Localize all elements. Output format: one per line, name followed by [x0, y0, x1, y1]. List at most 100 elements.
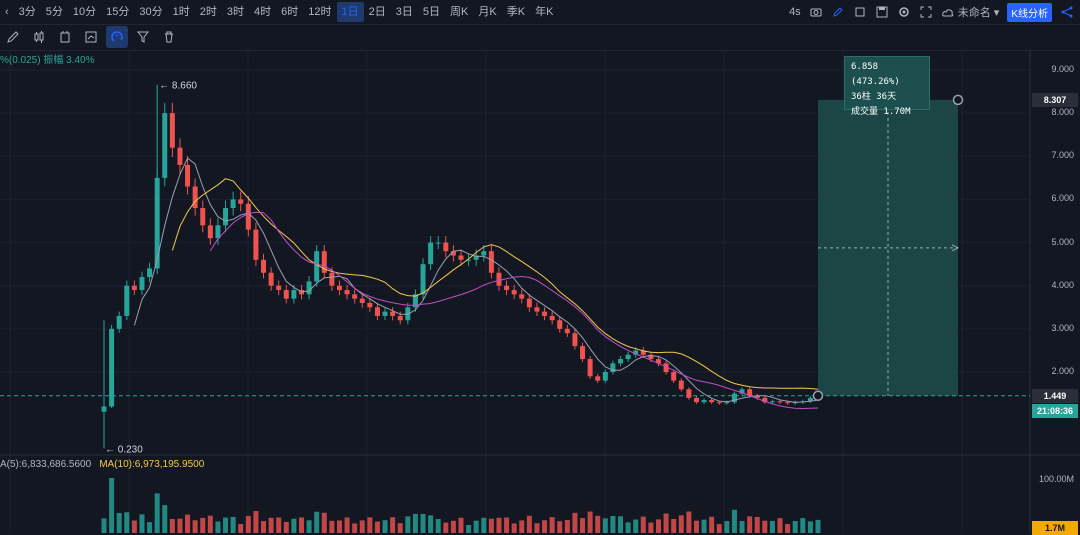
- candle-body: [321, 251, 327, 273]
- timeframe-3[interactable]: 15分: [106, 6, 130, 18]
- volume-bar: [374, 521, 380, 533]
- volume-bar: [587, 511, 593, 533]
- volume-bar: [336, 520, 342, 533]
- volume-bar: [762, 520, 768, 533]
- price-chart[interactable]: ← 8.660 ← 0.230: [0, 50, 1080, 533]
- volume-bar: [230, 516, 236, 533]
- candle-body: [640, 350, 646, 355]
- timeframe-16[interactable]: 月K: [478, 6, 497, 18]
- volume-bar: [109, 478, 115, 533]
- timeframe-14[interactable]: 5日: [422, 6, 441, 18]
- candle-body: [162, 113, 168, 178]
- volume-bar: [428, 515, 434, 533]
- volume-bar: [443, 522, 449, 533]
- timeframe-17[interactable]: 季K: [506, 6, 526, 18]
- timeframe-6[interactable]: 2时: [199, 6, 217, 18]
- filter-icon[interactable]: [132, 26, 154, 48]
- indicator-icon[interactable]: [54, 26, 76, 48]
- candle-body: [200, 208, 206, 226]
- candle-body: [466, 259, 472, 261]
- timeframe-8[interactable]: 4时: [254, 6, 272, 18]
- volume-bar: [625, 522, 631, 533]
- trash-icon[interactable]: [158, 26, 180, 48]
- fullscreen-toggle-icon[interactable]: [853, 5, 867, 19]
- scroll-left-icon[interactable]: ‹: [5, 6, 9, 18]
- timeframe-15[interactable]: 周K: [450, 6, 469, 18]
- timeframe-11[interactable]: 1日: [336, 2, 364, 22]
- volume-bar: [390, 517, 396, 533]
- volume-bar: [306, 520, 312, 533]
- candle-type-icon[interactable]: [28, 26, 50, 48]
- measure-handle[interactable]: [812, 390, 824, 402]
- volume-bar: [192, 520, 198, 533]
- candle-body: [678, 380, 684, 390]
- candle-body: [534, 307, 540, 312]
- candle-body: [724, 402, 730, 404]
- volume-bar: [359, 520, 365, 533]
- refresh-interval[interactable]: 4s: [789, 6, 801, 18]
- timeframe-1[interactable]: 5分: [45, 6, 63, 18]
- edit-pen-icon[interactable]: [831, 5, 845, 19]
- ma-line-long: [209, 211, 819, 410]
- kline-analysis-button[interactable]: K线分析: [1007, 2, 1052, 22]
- candle-body: [268, 272, 274, 286]
- candle-body: [116, 315, 122, 329]
- volume-bar: [162, 505, 168, 533]
- y-tick-label: 4.000: [1051, 279, 1074, 290]
- volume-bar: [405, 516, 411, 533]
- volume-bar: [640, 516, 646, 533]
- volume-bar: [504, 517, 510, 533]
- layout-name-text: 未命名: [957, 6, 991, 19]
- candle-body: [625, 354, 631, 360]
- candle-body: [458, 255, 464, 260]
- timeframe-5[interactable]: 1时: [172, 6, 190, 18]
- candle-body: [261, 259, 267, 273]
- magnet-icon[interactable]: [106, 26, 128, 48]
- layout-name[interactable]: 未命名 ▾: [941, 4, 999, 20]
- volume-bar: [739, 521, 745, 533]
- timeframe-4[interactable]: 30分: [139, 6, 163, 18]
- candle-body: [602, 372, 608, 381]
- volume-value-tag: 1.7M: [1032, 521, 1078, 535]
- alert-icon[interactable]: [80, 26, 102, 48]
- timeframe-7[interactable]: 3时: [226, 6, 245, 18]
- timeframe-10[interactable]: 12时: [308, 6, 332, 18]
- candle-body: [663, 363, 669, 372]
- cloud-icon: [941, 9, 953, 17]
- volume-bar: [526, 515, 532, 533]
- candle-body: [344, 290, 350, 295]
- camera-icon[interactable]: [809, 5, 823, 19]
- measure-handle[interactable]: [952, 94, 964, 106]
- volume-bar: [633, 519, 639, 533]
- candle-body: [542, 311, 548, 316]
- volume-bar: [602, 518, 608, 533]
- volume-bar: [488, 518, 494, 533]
- candle-body: [428, 242, 434, 265]
- candle-body: [374, 307, 380, 316]
- candle-body: [230, 199, 236, 209]
- timeframe-13[interactable]: 3日: [395, 6, 413, 18]
- save-icon[interactable]: [875, 5, 889, 19]
- timeframe-12[interactable]: 2日: [368, 6, 386, 18]
- settings-gear-icon[interactable]: [897, 5, 911, 19]
- drawing-toolbar: [0, 24, 1080, 51]
- volume-bar: [245, 515, 251, 533]
- volume-bar: [314, 511, 320, 533]
- share-icon[interactable]: [1060, 5, 1074, 19]
- candle-body: [359, 298, 365, 303]
- candle-body: [314, 251, 320, 282]
- expand-icon[interactable]: [919, 5, 933, 19]
- candle-body: [693, 397, 699, 403]
- volume-bar: [139, 514, 145, 533]
- timeframe-2[interactable]: 10分: [72, 6, 97, 18]
- timeframe-0[interactable]: 3分: [18, 6, 36, 18]
- volume-bar: [557, 521, 563, 533]
- timeframe-9[interactable]: 6时: [281, 6, 299, 18]
- candle-body: [709, 400, 715, 403]
- timeframe-18[interactable]: 年K: [535, 6, 554, 18]
- measure-arrow-icon: [951, 244, 960, 252]
- volume-bar: [116, 513, 122, 533]
- pencil-icon[interactable]: [2, 26, 24, 48]
- candle-body: [549, 315, 555, 321]
- candle-body: [739, 389, 745, 394]
